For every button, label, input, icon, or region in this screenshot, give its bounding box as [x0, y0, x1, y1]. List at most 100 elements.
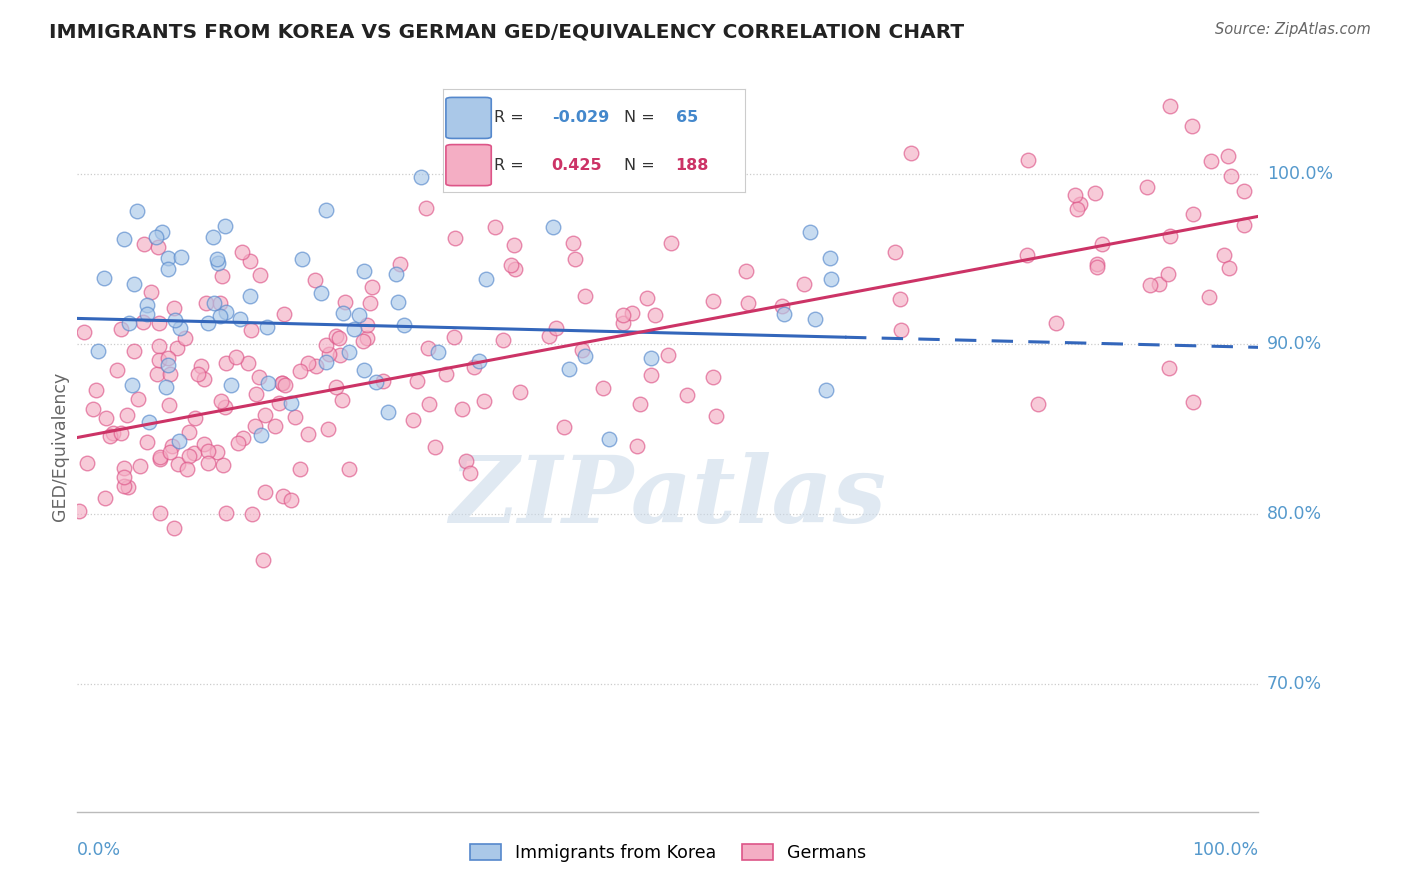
Text: N =: N =	[624, 111, 655, 126]
Point	[214, 219, 236, 233]
Point	[148, 450, 170, 464]
Point	[1017, 153, 1039, 167]
Text: N =: N =	[624, 158, 655, 173]
Point	[76, 457, 98, 471]
Point	[1087, 260, 1109, 274]
Point	[820, 271, 842, 285]
Point	[157, 251, 180, 265]
Point	[110, 425, 132, 440]
Point	[538, 328, 561, 343]
Point	[1045, 316, 1067, 330]
Point	[256, 376, 278, 390]
Point	[115, 408, 138, 422]
Point	[215, 355, 238, 369]
Point	[93, 491, 115, 505]
Point	[804, 312, 827, 326]
Point	[1157, 361, 1180, 376]
Point	[127, 203, 149, 218]
Point	[225, 350, 247, 364]
Point	[238, 356, 260, 370]
Point	[330, 392, 353, 407]
Point	[387, 294, 409, 309]
Point	[636, 291, 658, 305]
Point	[165, 313, 187, 327]
Point	[626, 439, 648, 453]
Point	[256, 320, 278, 334]
Point	[193, 436, 215, 450]
Point	[492, 334, 515, 348]
Point	[1084, 186, 1107, 200]
Point	[574, 289, 596, 303]
Point	[297, 356, 319, 370]
Point	[122, 343, 145, 358]
Point	[793, 277, 815, 291]
Point	[640, 368, 662, 382]
Point	[157, 351, 180, 365]
Point	[475, 272, 498, 286]
Point	[402, 413, 425, 427]
Point	[1063, 187, 1085, 202]
Point	[543, 220, 565, 235]
Point	[193, 371, 215, 385]
Point	[197, 444, 219, 458]
Point	[157, 262, 180, 277]
Point	[177, 449, 200, 463]
Text: 65: 65	[676, 111, 697, 126]
Point	[162, 301, 184, 315]
Point	[112, 479, 135, 493]
Point	[557, 361, 579, 376]
Point	[503, 238, 526, 252]
Text: 188: 188	[676, 158, 709, 173]
Point	[215, 506, 238, 520]
Point	[661, 235, 683, 250]
Point	[311, 286, 333, 301]
Point	[415, 201, 437, 215]
Y-axis label: GED/Equivalency: GED/Equivalency	[51, 371, 69, 521]
Point	[253, 484, 276, 499]
Point	[73, 326, 96, 340]
Point	[325, 380, 347, 394]
Point	[288, 364, 311, 378]
Legend: Immigrants from Korea, Germans: Immigrants from Korea, Germans	[463, 837, 873, 869]
Point	[1233, 219, 1256, 233]
Point	[297, 427, 319, 442]
Point	[1218, 261, 1240, 276]
Point	[231, 245, 253, 260]
Point	[167, 457, 190, 471]
Point	[460, 466, 482, 480]
Point	[361, 280, 384, 294]
Point	[1182, 207, 1205, 221]
Point	[273, 489, 295, 503]
Point	[288, 462, 311, 476]
Point	[197, 456, 219, 470]
Point	[329, 348, 352, 362]
Point	[612, 308, 634, 322]
Point	[884, 245, 907, 260]
Point	[704, 409, 727, 424]
Point	[229, 311, 252, 326]
Point	[146, 367, 169, 381]
Point	[280, 492, 302, 507]
Point	[734, 263, 756, 277]
Point	[207, 255, 229, 269]
Point	[773, 307, 796, 321]
Point	[134, 237, 156, 252]
Point	[240, 323, 263, 337]
Point	[315, 355, 337, 369]
Point	[271, 376, 294, 390]
Point	[1181, 395, 1204, 409]
Point	[900, 145, 922, 160]
Point	[166, 342, 188, 356]
Point	[474, 394, 496, 409]
Point	[1213, 248, 1236, 262]
Point	[148, 353, 170, 368]
Point	[135, 307, 157, 321]
Point	[702, 293, 724, 308]
Point	[207, 252, 229, 266]
Point	[110, 321, 132, 335]
Point	[318, 347, 340, 361]
Point	[1085, 257, 1108, 271]
Point	[228, 436, 250, 450]
Point	[129, 458, 152, 473]
Point	[676, 387, 699, 401]
